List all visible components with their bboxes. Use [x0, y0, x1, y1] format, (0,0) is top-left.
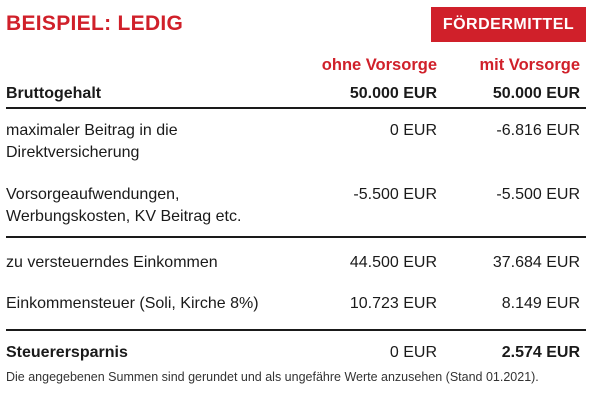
row-value-ohne: -5.500 EUR [353, 186, 437, 203]
row-label: Vorsorgeaufwendungen, Werbungskosten, KV… [6, 184, 241, 228]
row-label-line2: Werbungskosten, KV Beitrag etc. [6, 208, 242, 225]
page-title: BEISPIEL: LEDIG [6, 12, 184, 35]
row-value-mit: 37.684 EUR [492, 254, 580, 271]
row-value-ohne: 0 EUR [389, 122, 437, 139]
foerdermittel-badge[interactable]: FÖRDERMITTEL [431, 7, 586, 42]
row-label: Bruttogehalt [6, 85, 102, 102]
divider [6, 107, 586, 109]
footnote: Die angegebenen Summen sind gerundet und… [6, 370, 539, 384]
divider [6, 329, 586, 331]
row-label-line1: Vorsorgeaufwendungen, [6, 186, 180, 203]
row-value-ohne: 44.500 EUR [349, 254, 437, 271]
row-value-mit: 2.574 EUR [501, 344, 580, 361]
divider [6, 236, 586, 238]
row-value-ohne: 10.723 EUR [349, 295, 437, 312]
row-value-mit: 50.000 EUR [492, 85, 580, 102]
row-label: maximaler Beitrag in die Direktversicher… [6, 120, 178, 164]
row-label: Einkommensteuer (Soli, Kirche 8%) [6, 295, 259, 312]
row-label-line2: Direktversicherung [6, 144, 140, 161]
column-header-ohne-vorsorge: ohne Vorsorge [321, 56, 437, 74]
row-value-mit: -6.816 EUR [496, 122, 580, 139]
row-label-line1: maximaler Beitrag in die [6, 122, 178, 139]
row-value-mit: 8.149 EUR [501, 295, 580, 312]
row-value-ohne: 0 EUR [389, 344, 437, 361]
column-header-mit-vorsorge: mit Vorsorge [479, 56, 580, 74]
row-value-mit: -5.500 EUR [496, 186, 580, 203]
row-label: Steuerersparnis [6, 344, 128, 361]
row-value-ohne: 50.000 EUR [349, 85, 437, 102]
row-label: zu versteuerndes Einkommen [6, 254, 218, 271]
